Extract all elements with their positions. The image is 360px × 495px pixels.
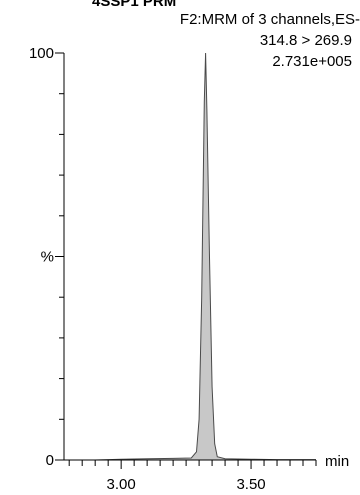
x-tick-label: 3.50 <box>236 476 265 493</box>
x-tick-label: 3.00 <box>107 476 136 493</box>
scan-info-line-2: 314.8 > 269.9 <box>260 32 352 49</box>
scan-info-line-3: 2.731e+005 <box>272 53 352 70</box>
series-0-fill <box>64 53 316 460</box>
scan-info-line-1: F2:MRM of 3 channels,ES- <box>180 11 360 28</box>
x-axis-label: min <box>325 453 349 470</box>
y-tick-label: % <box>41 249 54 266</box>
series-0-line <box>64 52 316 461</box>
y-tick-label: 0 <box>46 452 54 469</box>
x-axis-ticks: 3.00 3.50 <box>68 460 317 493</box>
y-axis-ticks: 0% 100 <box>29 45 64 469</box>
plot-area <box>64 52 316 461</box>
y-tick-label: 100 <box>29 45 54 62</box>
chart-title: 4SSP1 PRM <box>92 0 176 10</box>
